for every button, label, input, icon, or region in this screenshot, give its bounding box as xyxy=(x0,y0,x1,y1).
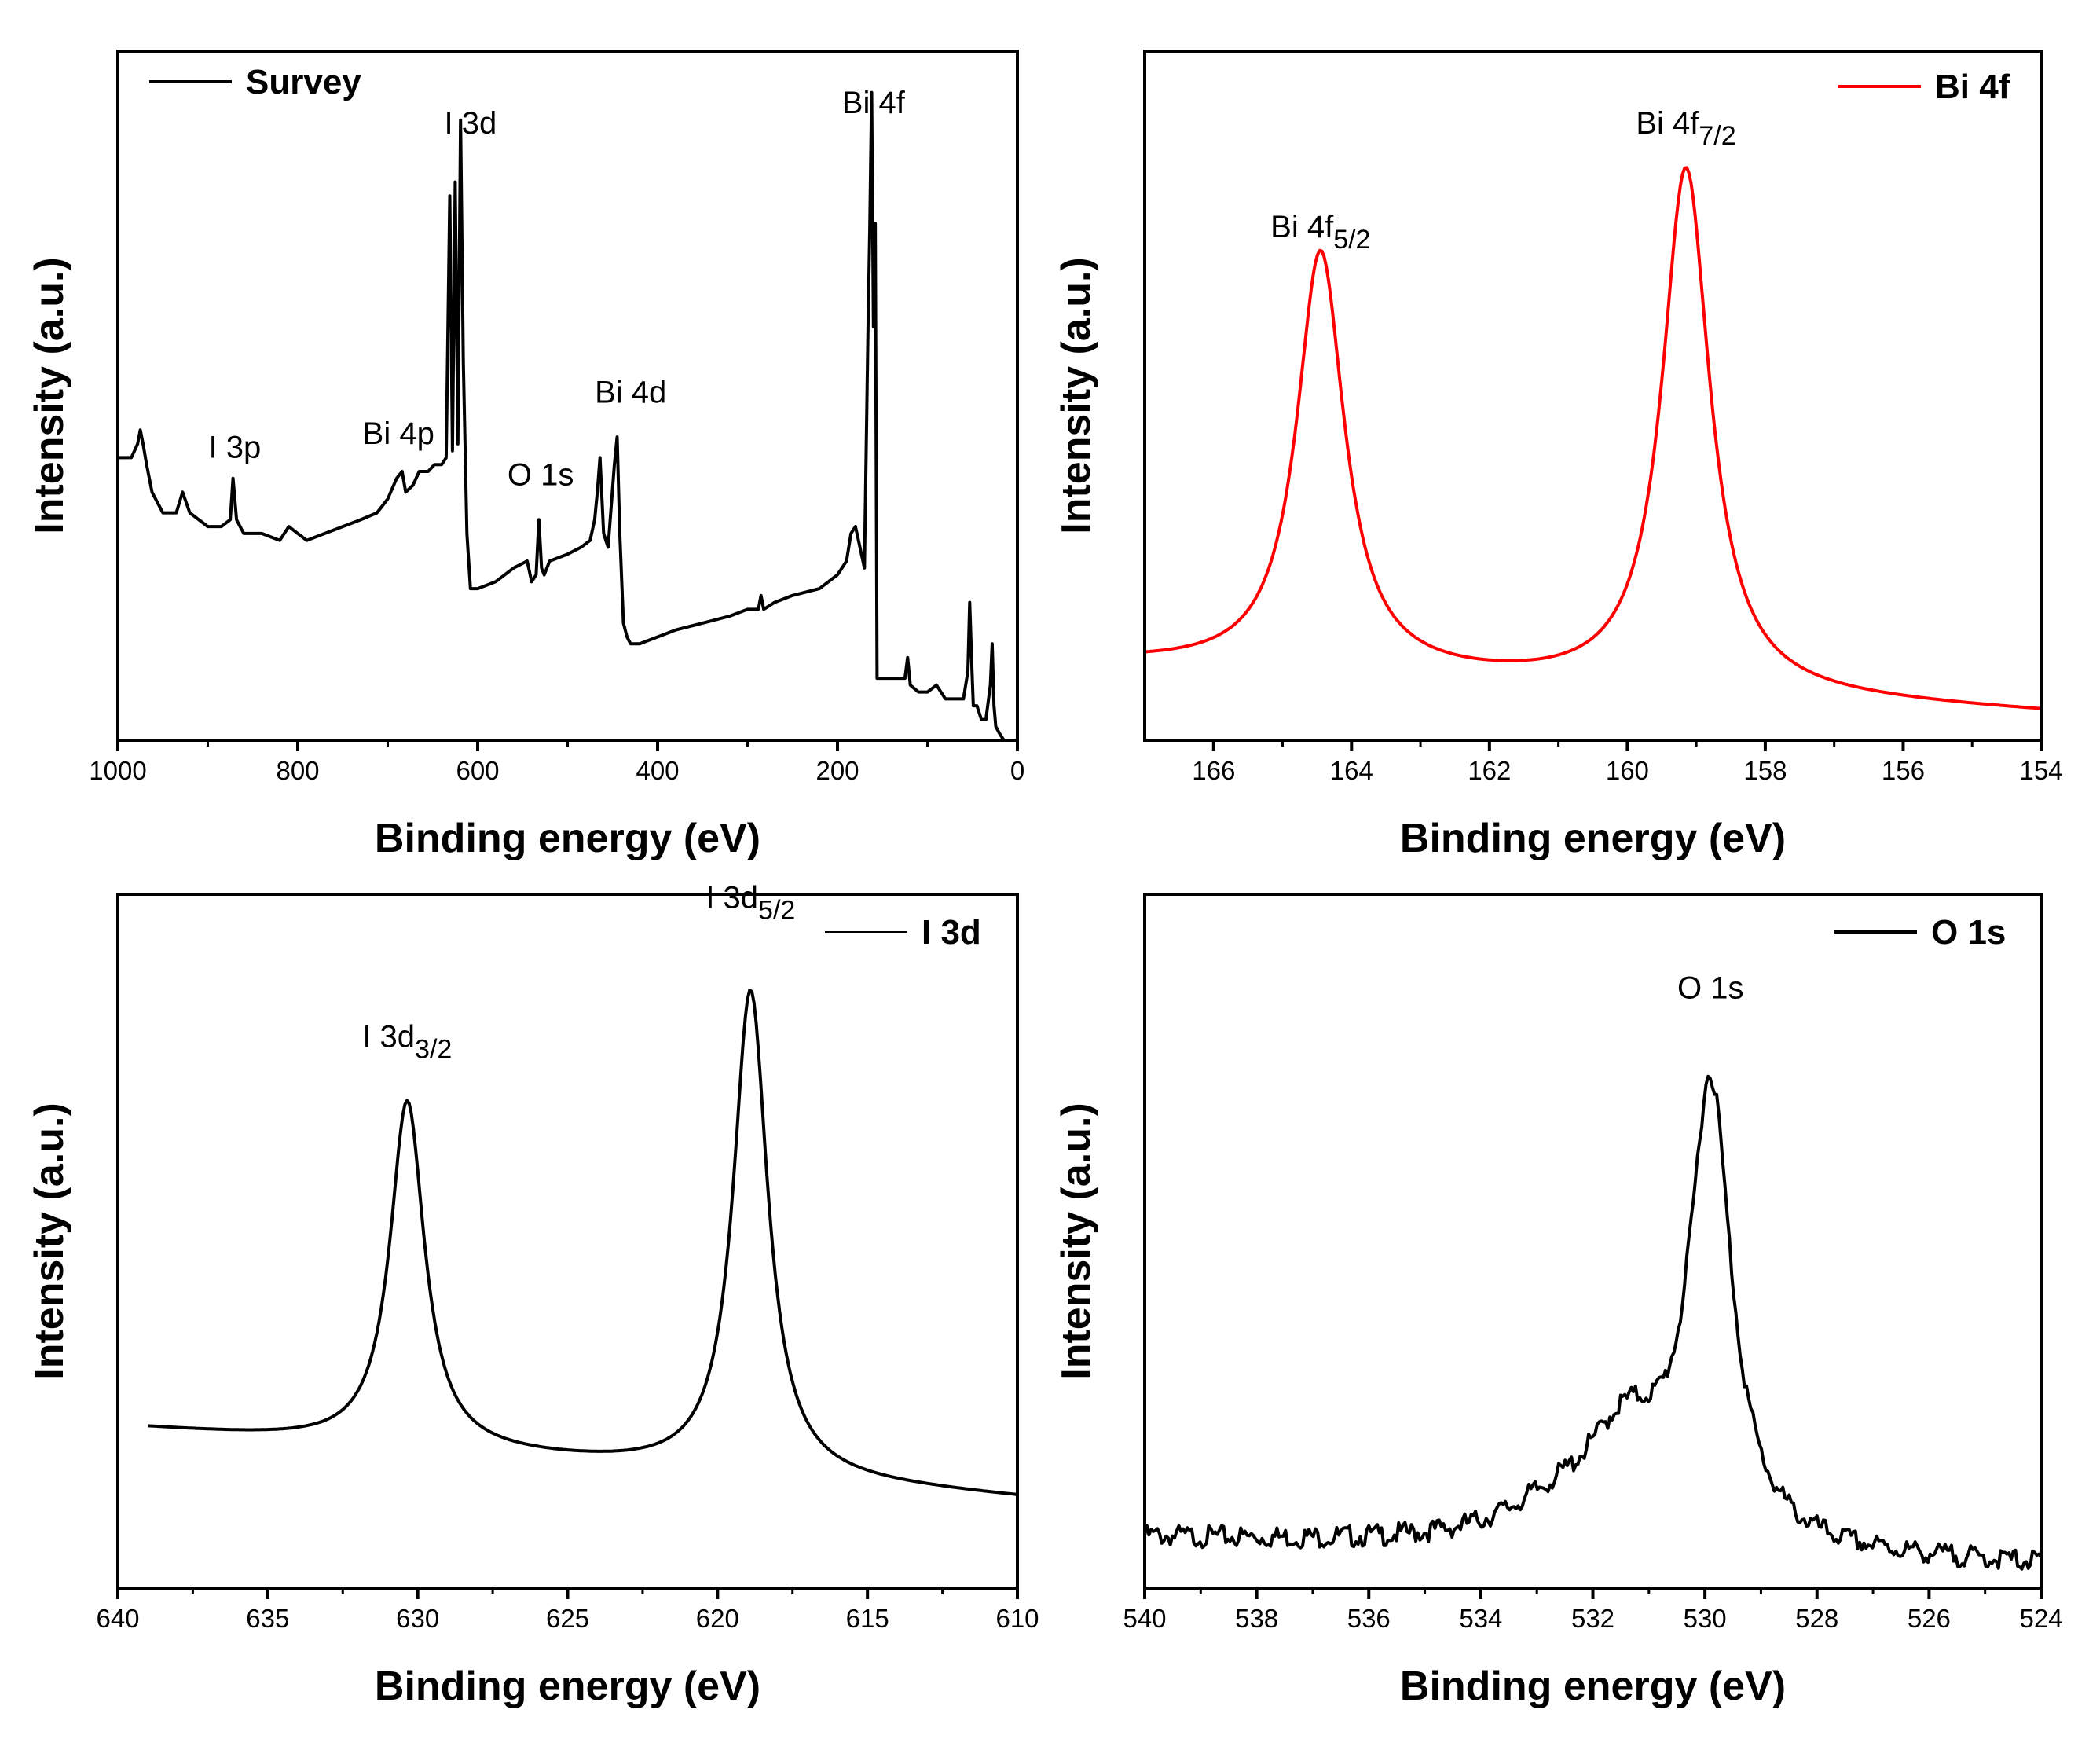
x-tick-label: 530 xyxy=(1684,1604,1727,1633)
peak-annotation-subscript: 5/2 xyxy=(1333,225,1370,255)
x-tick-label: 538 xyxy=(1235,1604,1278,1633)
legend-label: Bi 4f xyxy=(1935,68,2010,106)
x-tick-label: 528 xyxy=(1795,1604,1838,1633)
peak-annotation: Bi 4f7/2 xyxy=(1636,106,1735,151)
plot-frame-bi4f xyxy=(1143,50,2043,742)
x-axis-title: Binding energy (eV) xyxy=(1400,816,1786,861)
x-tick-label: 162 xyxy=(1468,756,1511,785)
peak-annotation-main: Bi 4f xyxy=(1270,210,1334,244)
peak-annotation-subscript: 7/2 xyxy=(1699,121,1735,151)
x-tick-label: 600 xyxy=(456,756,499,785)
x-tick-label: 536 xyxy=(1347,1604,1391,1633)
y-axis-title: Intensity (a.u.) xyxy=(1054,1102,1099,1379)
series-line-survey xyxy=(118,90,1017,742)
peak-annotation: Bi 4p xyxy=(363,416,434,451)
x-axis-title: Binding energy (eV) xyxy=(1400,1664,1786,1709)
series-line-i3d xyxy=(148,989,1018,1496)
peak-annotation: I 3p xyxy=(208,430,261,464)
y-axis-title: Intensity (a.u.) xyxy=(27,1102,72,1379)
peak-annotation-subscript: 3/2 xyxy=(415,1034,452,1064)
x-tick-label: 158 xyxy=(1743,756,1787,785)
x-tick-label: 154 xyxy=(2019,756,2062,785)
x-tick-label: 640 xyxy=(96,1604,139,1633)
x-tick-label: 800 xyxy=(276,756,319,785)
x-axis-title: Binding energy (eV) xyxy=(375,816,760,861)
peak-annotation: Bi 4f xyxy=(842,86,906,120)
x-tick-label: 630 xyxy=(396,1604,439,1633)
chart-panel-survey: 1000 800 600 400 200 0 Binding energy (eV) Inte… xyxy=(27,50,1024,861)
peak-annotation: O 1s xyxy=(508,458,574,493)
y-axis-title: Intensity (a.u.) xyxy=(27,257,72,534)
y-axis-title: Intensity (a.u.) xyxy=(1054,257,1099,534)
x-tick-label: 540 xyxy=(1123,1604,1166,1633)
x-tick-label: 200 xyxy=(815,756,859,785)
peak-annotation-main: I 3d xyxy=(362,1019,415,1054)
legend-label: O 1s xyxy=(1931,913,2006,952)
peak-annotation-main: I 3d xyxy=(705,881,758,915)
series-line-o1s xyxy=(1143,1074,2043,1571)
peak-annotation: I 3d5/2 xyxy=(705,881,795,926)
peak-annotation: O 1s xyxy=(1677,970,1743,1005)
peak-annotation: I 3d xyxy=(444,106,497,141)
peak-annotation-main: Bi 4f xyxy=(1636,106,1699,141)
x-tick-label: 620 xyxy=(696,1604,739,1633)
x-tick-label: 524 xyxy=(2019,1604,2062,1633)
x-tick-label: 635 xyxy=(246,1604,289,1633)
x-tick-label: 400 xyxy=(636,756,679,785)
chart-panel-o1s: 540 538 536 534 532 530 528 526 524 Binding energ… xyxy=(1054,893,2063,1709)
x-tick-label: 625 xyxy=(546,1604,589,1633)
chart-panel-i3d: 640 635 630 625 620 615 610 Binding energy (eV)… xyxy=(27,881,1039,1709)
legend-label: I 3d xyxy=(922,913,981,952)
legend-label: Survey xyxy=(246,63,361,101)
x-tick-label: 532 xyxy=(1571,1604,1614,1633)
x-tick-label: 160 xyxy=(1606,756,1649,785)
x-tick-label: 534 xyxy=(1459,1604,1502,1633)
x-axis-title: Binding energy (eV) xyxy=(375,1664,760,1709)
series-line-bi4f xyxy=(1144,166,2042,710)
chart-panel-bi4f: 166 164 162 160 158 156 154 Binding energy (eV)… xyxy=(1054,50,2063,861)
x-tick-label: 526 xyxy=(1908,1604,1951,1633)
peak-annotation: Bi 4d xyxy=(595,375,666,409)
peak-annotation-subscript: 5/2 xyxy=(758,896,795,926)
x-tick-label: 615 xyxy=(846,1604,889,1633)
x-tick-label: 166 xyxy=(1192,756,1235,785)
x-tick-label: 0 xyxy=(1010,756,1024,785)
x-tick-label: 610 xyxy=(995,1604,1039,1633)
x-tick-label: 164 xyxy=(1330,756,1373,785)
peak-annotation: Bi 4f5/2 xyxy=(1270,210,1370,255)
x-tick-label: 1000 xyxy=(89,756,146,785)
peak-annotation: I 3d3/2 xyxy=(362,1019,452,1064)
x-tick-label: 156 xyxy=(1882,756,1925,785)
